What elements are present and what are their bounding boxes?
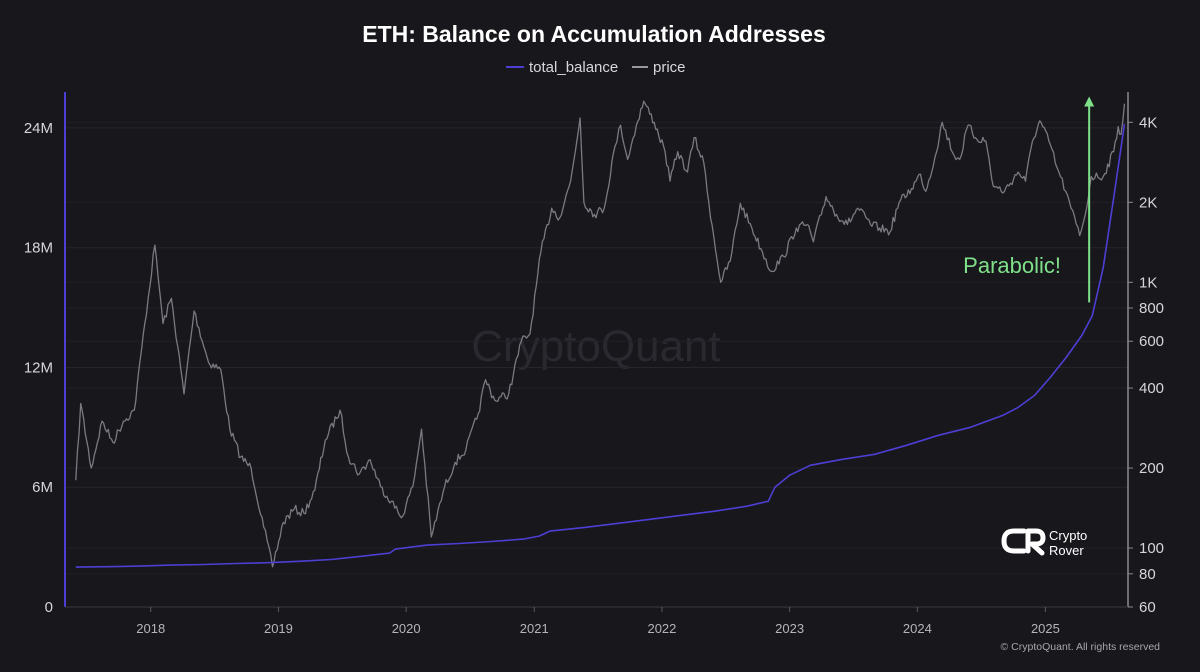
left-tick-label: 18M	[24, 240, 53, 257]
left-tick-label: 12M	[24, 359, 53, 376]
chart-title: ETH: Balance on Accumulation Addresses	[362, 21, 826, 47]
right-tick-label: 800	[1139, 300, 1164, 317]
legend-label-price[interactable]: price	[653, 59, 686, 76]
x-tick-label: 2025	[1031, 621, 1060, 636]
axes	[64, 92, 1129, 608]
annotation-arrowhead	[1084, 96, 1095, 107]
watermark: CryptoQuant	[471, 322, 720, 371]
x-tick-label: 2022	[647, 621, 676, 636]
annotation-label: Parabolic!	[963, 253, 1061, 278]
x-tick-label: 2023	[775, 621, 804, 636]
left-tick-label: 0	[45, 599, 53, 616]
series-line-price[interactable]	[75, 100, 1126, 568]
legend-label-total-balance[interactable]: total_balance	[529, 59, 618, 76]
crypto-rover-mark-icon	[1001, 528, 1046, 556]
right-tick-label: 400	[1139, 380, 1164, 397]
right-tick-label: 1K	[1139, 274, 1157, 291]
right-tick-label: 600	[1139, 333, 1164, 350]
x-tick-label: 2019	[264, 621, 293, 636]
right-axis-ticks: 60 80 100 200 400 600 800 1K 2K 4K	[1128, 114, 1164, 616]
brand-line-2: Rover	[1049, 543, 1084, 558]
left-tick-label: 24M	[24, 120, 53, 137]
x-tick-label: 2020	[392, 621, 421, 636]
x-axis-ticks: 2018 2019 2020 2021 2022 2023 2024 2025	[136, 607, 1060, 636]
copyright: © CryptoQuant. All rights reserved	[1001, 641, 1161, 653]
x-tick-label: 2024	[903, 621, 932, 636]
legend[interactable]: total_balance price	[506, 59, 686, 76]
series-line-total-balance[interactable]	[75, 123, 1126, 568]
right-tick-label: 2K	[1139, 194, 1157, 211]
right-tick-label: 4K	[1139, 114, 1157, 131]
left-axis-ticks: 0 6M 12M 18M 24M	[24, 120, 53, 616]
left-tick-label: 6M	[32, 479, 53, 496]
right-tick-label: 60	[1139, 599, 1156, 616]
right-tick-label: 80	[1139, 566, 1156, 583]
grid	[65, 121, 1128, 608]
right-tick-label: 100	[1139, 540, 1164, 557]
brand-line-1: Crypto	[1049, 528, 1087, 543]
crypto-rover-logo: Crypto Rover	[1001, 528, 1087, 558]
annotation-parabolic: Parabolic!	[963, 96, 1095, 303]
x-tick-label: 2021	[520, 621, 549, 636]
right-tick-label: 200	[1139, 460, 1164, 477]
x-tick-label: 2018	[136, 621, 165, 636]
